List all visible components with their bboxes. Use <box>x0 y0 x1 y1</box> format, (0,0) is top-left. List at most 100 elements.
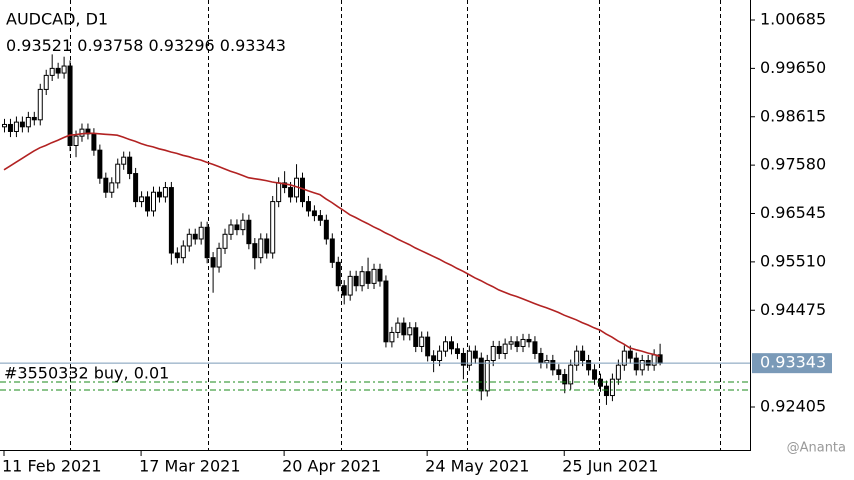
candle-body <box>514 341 520 347</box>
candle-body <box>109 182 115 193</box>
y-tick-label: 0.99650 <box>760 58 826 77</box>
candle-body <box>240 219 246 231</box>
candle-body <box>449 341 454 350</box>
candle-body <box>639 359 645 371</box>
x-tick-label: 20 Apr 2021 <box>282 457 381 476</box>
candle-body <box>121 156 127 165</box>
y-tick-label: 0.98615 <box>760 106 826 125</box>
candle-body <box>603 385 609 397</box>
candle-body <box>25 116 31 128</box>
y-tick-label: 1.00685 <box>760 10 826 29</box>
candle-body <box>282 182 288 189</box>
candle-body <box>538 352 544 364</box>
candle-body <box>478 357 484 392</box>
candle-body <box>31 116 37 121</box>
candle-body <box>49 67 55 76</box>
candle-body <box>586 359 592 371</box>
candle-body <box>73 135 79 146</box>
candle-body <box>568 364 574 385</box>
candle-body <box>145 196 151 212</box>
candle-body <box>276 182 282 203</box>
candle-body <box>67 65 73 146</box>
low: 0.93296 <box>149 36 215 55</box>
candle-body <box>341 285 347 296</box>
candle-body <box>508 341 514 345</box>
candle-body <box>186 233 192 247</box>
candle-body <box>13 121 19 132</box>
symbol: AUDCAD, D1 <box>6 10 108 29</box>
candle-body <box>335 261 341 287</box>
candle-body <box>383 280 389 343</box>
x-tick-label: 11 Feb 2021 <box>2 457 102 476</box>
candle-body <box>168 187 174 254</box>
candle-body <box>532 341 538 354</box>
candle-body <box>395 322 401 333</box>
candle-body <box>407 327 413 336</box>
candle-body <box>252 243 258 259</box>
moving-average <box>3 132 660 358</box>
candle-body <box>264 238 270 254</box>
candle-body <box>246 219 252 245</box>
candle-body <box>413 327 419 347</box>
candle-body <box>544 359 550 364</box>
candle-body <box>562 374 568 385</box>
candle-body <box>79 128 85 137</box>
candle-body <box>210 257 216 268</box>
candle-body <box>43 74 49 90</box>
plot <box>2 54 663 405</box>
candle-body <box>574 350 580 366</box>
x-tick-label: 25 Jun 2021 <box>562 457 658 476</box>
close: 0.93343 <box>220 36 286 55</box>
candle-body <box>621 350 627 366</box>
candle-body <box>526 338 532 343</box>
candle-body <box>55 67 61 74</box>
candle-body <box>7 123 13 132</box>
candle-body <box>615 364 621 380</box>
candle-body <box>466 350 472 366</box>
candle-body <box>359 271 365 287</box>
candle-body <box>425 336 431 357</box>
candle-body <box>37 88 43 121</box>
candle-body <box>454 348 460 354</box>
candle-body <box>151 191 156 212</box>
candle-body <box>2 123 7 128</box>
candle-body <box>490 345 496 361</box>
candle-body <box>347 275 353 296</box>
candle-body <box>192 233 198 240</box>
candle-body <box>198 226 204 240</box>
price-label-box <box>752 353 832 374</box>
candle-body <box>127 156 133 175</box>
candle-body <box>311 210 317 217</box>
candle-body <box>61 65 67 74</box>
candle-body <box>556 369 562 376</box>
candle-body <box>317 215 323 221</box>
candle-body <box>389 331 395 343</box>
candle-body <box>288 187 294 198</box>
candle-body <box>323 219 329 240</box>
candle-body <box>377 268 383 282</box>
candle-body <box>633 357 639 371</box>
y-tick-label: 0.92405 <box>760 397 826 416</box>
candle-body <box>204 226 210 259</box>
candle-body <box>484 359 490 392</box>
candle-body <box>180 245 186 259</box>
price-label: 0.93343 <box>760 353 826 372</box>
candle-body <box>443 341 449 352</box>
ohlc-header: 0.93521 0.93758 0.93296 0.93343 <box>6 36 286 55</box>
candle-body <box>222 233 228 249</box>
candle-body <box>19 121 25 128</box>
candle-body <box>592 369 598 380</box>
candle-body <box>437 350 443 361</box>
candle-body <box>258 238 264 259</box>
candle-body <box>156 191 162 198</box>
candle-body <box>305 201 311 212</box>
period-separators <box>70 0 721 450</box>
candle-body <box>431 355 437 361</box>
candle-body <box>460 352 466 366</box>
candle-body <box>115 163 121 184</box>
candle-body <box>270 201 276 254</box>
candle-body <box>216 247 222 268</box>
candle-body <box>496 345 502 354</box>
x-tick-label: 24 May 2021 <box>425 457 529 476</box>
